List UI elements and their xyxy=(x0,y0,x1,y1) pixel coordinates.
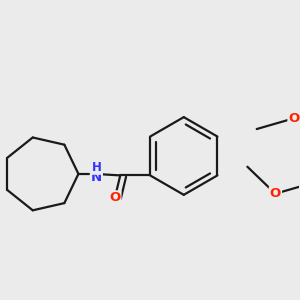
Text: H: H xyxy=(92,161,101,174)
Text: O: O xyxy=(270,187,281,200)
Text: N: N xyxy=(91,171,102,184)
Text: O: O xyxy=(109,191,121,204)
Text: O: O xyxy=(288,112,300,125)
